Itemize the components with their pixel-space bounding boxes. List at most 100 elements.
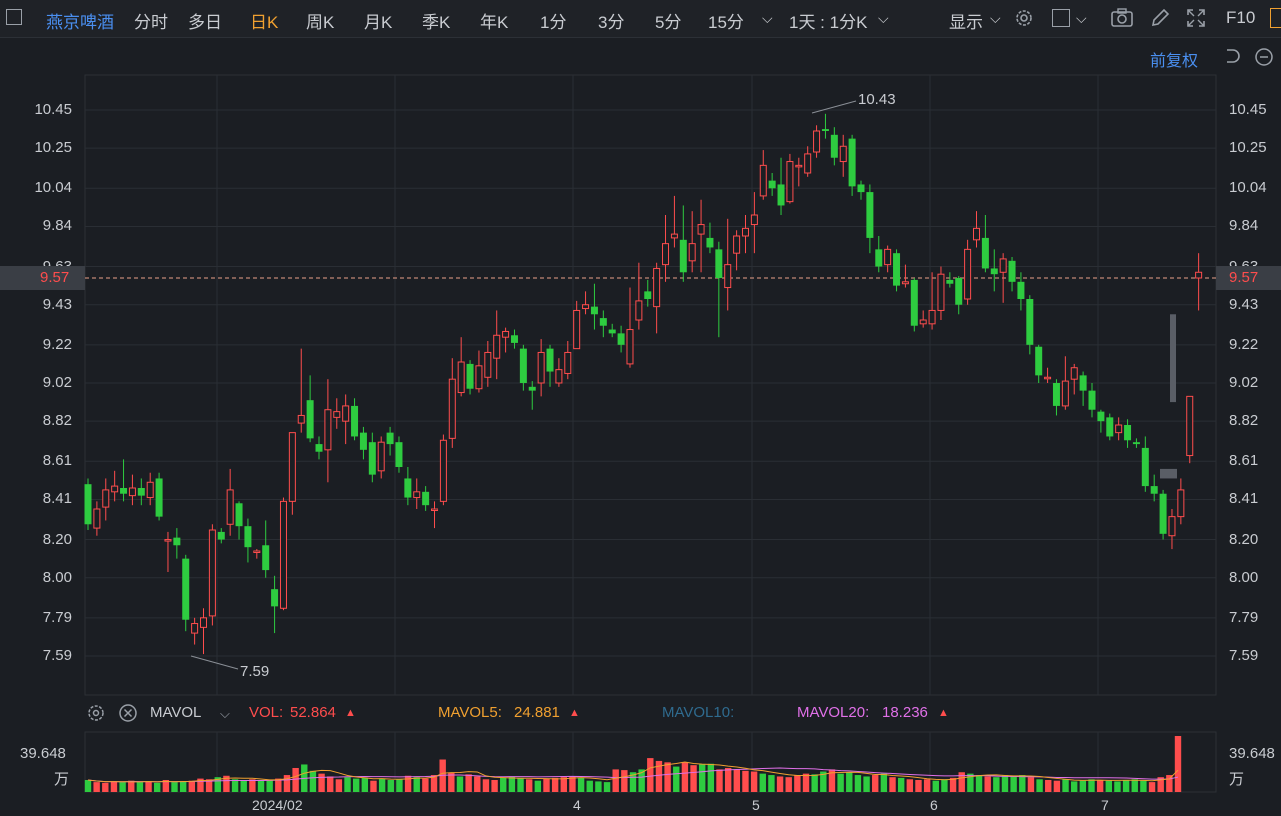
candle-body bbox=[1044, 376, 1052, 380]
close-icon[interactable] bbox=[118, 703, 138, 723]
volume-bar bbox=[716, 769, 723, 792]
min-price-label: 7.59 bbox=[240, 663, 270, 680]
volume-bar bbox=[681, 762, 689, 792]
candle-body bbox=[1061, 380, 1069, 407]
candle-body bbox=[679, 239, 687, 273]
range-selector[interactable]: 1天 : 1分K bbox=[789, 13, 868, 32]
candle-body bbox=[848, 138, 856, 187]
stock-name[interactable]: 燕京啤酒 bbox=[46, 13, 114, 32]
volume-bar bbox=[508, 776, 516, 792]
chevron-down-icon[interactable]: ⌵ bbox=[990, 10, 1001, 26]
volume-bar bbox=[880, 773, 888, 792]
chevron-down-icon[interactable]: ⌵ bbox=[878, 10, 889, 26]
candle-body bbox=[955, 278, 963, 305]
y-tick-label: 8.82 bbox=[42, 412, 72, 430]
collapse-icon[interactable] bbox=[1254, 47, 1274, 67]
volume-bar bbox=[794, 775, 801, 792]
candle-body bbox=[182, 558, 190, 620]
volume-bar bbox=[949, 777, 957, 792]
candle-body bbox=[1132, 442, 1140, 445]
adjust-mode-button[interactable]: 前复权 bbox=[1150, 53, 1199, 70]
y-tick-label: 9.02 bbox=[42, 374, 72, 391]
mavol20-value: 18.236 bbox=[882, 704, 928, 721]
candle-body bbox=[1115, 424, 1123, 434]
candle-body bbox=[884, 248, 892, 266]
mavol20-line bbox=[87, 767, 1179, 783]
volume-bar bbox=[750, 771, 758, 792]
tab-period-6[interactable]: 年K bbox=[480, 13, 509, 32]
top-toolbar: 燕京啤酒 分时 多日 日K 周K 月K 季K 年K 1分 3分 5分 15分 ⌵… bbox=[0, 0, 1281, 38]
volume-bar bbox=[205, 779, 213, 792]
x-label-1: 4 bbox=[573, 797, 581, 813]
volume-indicator-name[interactable]: MAVOL bbox=[150, 704, 202, 721]
candle-body bbox=[395, 442, 403, 467]
f10-button[interactable]: F10 bbox=[1226, 8, 1256, 27]
candle-body bbox=[599, 318, 607, 326]
candle-body bbox=[741, 227, 749, 237]
tab-period-0[interactable]: 分时 bbox=[134, 13, 168, 32]
tab-period-10[interactable]: 15分 bbox=[708, 13, 744, 32]
x-label-2: 5 bbox=[752, 797, 760, 813]
pencil-icon[interactable] bbox=[1149, 7, 1171, 29]
candle-body bbox=[191, 623, 199, 634]
gear-icon[interactable] bbox=[86, 703, 106, 723]
chevron-down-icon[interactable]: ⌵ bbox=[220, 706, 230, 721]
candle-body bbox=[573, 309, 581, 350]
volume-bar bbox=[275, 778, 282, 792]
candle-body bbox=[946, 279, 954, 284]
camera-icon[interactable] bbox=[1110, 7, 1134, 29]
y-tick-label: 9.43 bbox=[42, 295, 72, 313]
x-label-0: 2024/02 bbox=[252, 797, 303, 813]
gear-icon[interactable] bbox=[1013, 7, 1035, 29]
candle-body bbox=[484, 351, 492, 378]
volume-bar bbox=[776, 776, 784, 792]
candle-body bbox=[786, 161, 794, 203]
tab-period-1[interactable]: 多日 bbox=[188, 13, 222, 32]
tab-period-5[interactable]: 季K bbox=[422, 13, 451, 32]
tab-period-9[interactable]: 5分 bbox=[655, 13, 682, 32]
panel-toggle-icon[interactable] bbox=[1270, 8, 1281, 28]
volume-bar bbox=[327, 776, 334, 792]
candle-body bbox=[1141, 447, 1149, 487]
chevron-down-icon[interactable]: ⌵ bbox=[1076, 10, 1087, 26]
max-price-label: 10.43 bbox=[858, 91, 896, 108]
display-menu[interactable]: 显示 bbox=[949, 13, 983, 32]
candle-body bbox=[1106, 417, 1114, 437]
tab-period-8[interactable]: 3分 bbox=[598, 13, 625, 32]
checkbox-icon[interactable] bbox=[1052, 9, 1070, 27]
volume-bar bbox=[1157, 777, 1164, 792]
candle-body bbox=[1177, 489, 1185, 518]
volume-bar bbox=[889, 777, 896, 792]
tab-period-3[interactable]: 周K bbox=[306, 13, 335, 32]
candle-body bbox=[928, 309, 936, 325]
candle-body bbox=[626, 329, 634, 365]
volume-bar bbox=[699, 764, 706, 792]
candle-body bbox=[84, 484, 92, 525]
fullscreen-icon[interactable] bbox=[1185, 7, 1207, 29]
tab-period-7[interactable]: 1分 bbox=[540, 13, 567, 32]
volume-bar bbox=[828, 769, 836, 792]
volume-bar bbox=[897, 777, 905, 792]
current-price-tag-right: 9.57 bbox=[1216, 266, 1281, 290]
candle-body bbox=[981, 237, 989, 269]
candle-body bbox=[1035, 346, 1043, 376]
tab-period-2[interactable]: 日K bbox=[250, 13, 279, 32]
arrow-up-icon: ▲ bbox=[345, 707, 356, 719]
candle-body bbox=[510, 335, 518, 343]
candle-body bbox=[226, 489, 234, 525]
candle-body bbox=[1150, 486, 1158, 494]
volume-bar bbox=[560, 777, 567, 792]
tab-period-4[interactable]: 月K bbox=[364, 13, 393, 32]
sidebar-toggle-icon[interactable] bbox=[6, 9, 22, 25]
candle-body bbox=[93, 508, 101, 529]
volume-bar bbox=[1036, 779, 1043, 792]
candle-body bbox=[279, 500, 287, 609]
volume-bar bbox=[707, 763, 715, 792]
volume-bar bbox=[188, 780, 196, 792]
undo-icon[interactable] bbox=[1223, 47, 1241, 65]
candle-body bbox=[351, 405, 359, 437]
chevron-down-icon[interactable]: ⌵ bbox=[762, 10, 773, 26]
volume-unit-left: 万 bbox=[54, 771, 70, 788]
candle-body bbox=[706, 237, 714, 248]
candle-body bbox=[608, 329, 616, 334]
